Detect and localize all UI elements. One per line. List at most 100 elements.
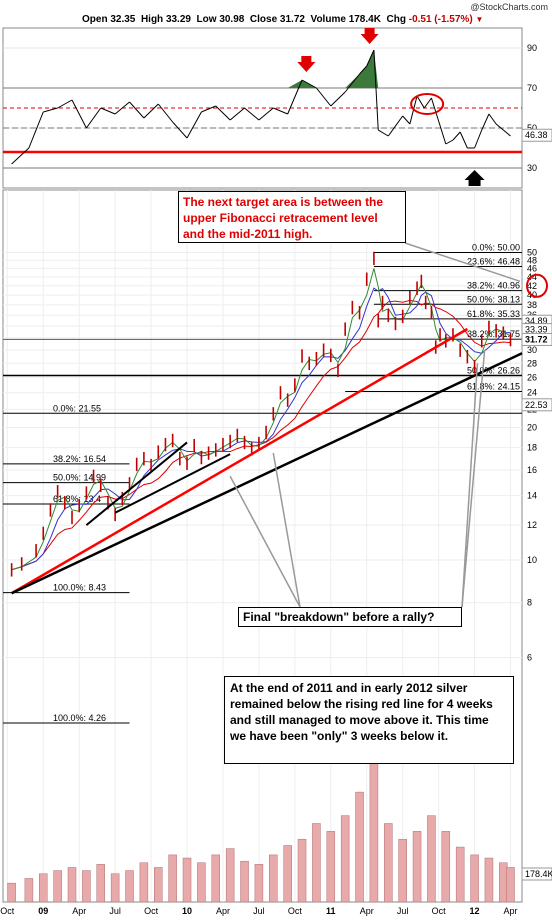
rsi-line-segment [474,129,483,149]
volume-bar [340,815,350,903]
volume-bar [499,862,508,903]
price-tick-label: 8 [527,598,532,608]
volume-bar [53,870,62,903]
x-tick-label: 11 [326,906,336,916]
rsi-line-segment [373,49,379,131]
volume-bar [283,845,292,903]
short-black-trendline [85,441,188,526]
fib-label-2010: 38.2%: 16.54 [53,454,106,464]
annotation-pointer [272,452,301,608]
fib-label-2010: 100.0%: 4.26 [53,713,106,723]
volume-bar [355,791,364,903]
rsi-line-segment [273,107,288,115]
x-tick-label: 12 [470,906,480,916]
rising-black-trendline [11,352,523,595]
short-black-trendline [114,453,231,514]
volume-bar [484,857,494,903]
volume-bar [7,882,16,903]
volume-panel: 178.4K [7,744,552,903]
price-tick-label: 30 [527,345,537,355]
volume-bar [384,823,393,903]
rsi-line-segment [215,105,231,121]
annotation-pointer [461,350,486,608]
rsi-tick-label: 50 [527,123,537,133]
price-last-value-box [521,398,552,412]
rsi-line-segment [387,115,404,137]
volume-bar [67,867,77,903]
annotation-target-area: The next target area is between the uppe… [178,191,406,243]
price-last-value: 22.53 [525,400,548,410]
x-tick-label: Apr [216,906,230,916]
high-label: High [140,14,164,25]
price-tick-label: 18 [527,443,537,453]
annotation-pointer [461,363,479,608]
volume-bar [154,867,163,903]
x-tick-label: Apr [360,906,374,916]
volume-bar [125,870,134,903]
open-value: 32.35 [110,14,136,25]
price-last-value: 33.39 [525,325,548,335]
close-label: Close [249,14,278,25]
rsi-line-segment [301,79,317,89]
rising-red-trendline [10,327,468,595]
rsi-line-segment [114,101,130,115]
volume-bar [197,862,206,903]
price-tick-label: 10 [527,555,537,565]
volume-bar [225,848,235,903]
x-tick-label: Jul [109,906,121,916]
rsi-line-segment [488,113,497,125]
fib-label-2011: 61.8%: 35.33 [467,309,520,319]
low-label: Low [196,14,217,25]
annotation-final-breakdown: Final "breakdown" before a rally? [238,607,462,627]
low-value: 30.98 [219,14,245,25]
fib-label-2011: 38.2%: 31.75 [467,329,520,339]
rsi-line-segment [416,95,425,109]
volume-bar [369,744,379,903]
rsi-line-segment [366,49,375,67]
volume-bar [254,864,264,903]
price-tick-label: 14 [527,491,537,501]
x-tick-label: Oct [432,906,447,916]
rsi-line-segment [287,79,303,115]
volume-label: Volume [310,14,346,25]
price-tick-label: 38 [527,300,537,310]
volume-bar [412,831,422,903]
volume-bar [506,867,515,903]
rsi-line-segment [330,91,346,107]
rsi-line-segment [244,107,260,121]
target-price-circle [526,273,548,298]
rsi-tick-label: 70 [527,83,537,93]
rsi-line-segment [129,101,145,119]
ma-mid-line [11,287,511,571]
volume-bar [168,854,177,903]
annotation-pointer [229,475,301,608]
fib-label-2010: 100.0%: 8.43 [53,583,106,593]
chg-label: Chg [386,14,406,25]
volume-bar [182,857,192,903]
price-tick-label: 42 [527,281,537,291]
rsi-line-segment [201,105,216,113]
price-tick-label: 6 [527,653,532,663]
volume-bar [96,864,106,903]
volume-bar [427,815,436,903]
rsi-line-segment [459,131,468,149]
volume-bar [269,854,278,903]
rsi-line-segment [502,129,511,137]
price-tick-label: 26 [527,372,537,382]
x-tick-label: Jul [397,906,409,916]
chg-value: -0.51 (-1.57%) [408,14,473,25]
rsi-line-segment [495,123,504,131]
fib-label-2010: 50.0%: 14.99 [53,473,106,483]
price-tick-label: 16 [527,465,537,475]
price-tick-label: 12 [527,520,537,530]
x-tick-label: 10 [182,906,192,916]
fib-label-2010: 61.8%: 13.4 [53,494,101,504]
high-value: 33.29 [165,14,191,25]
x-axis: Oct 09 Apr Jul Oct 10 Apr Jul Oct 11 Apr Jul Oct 12 Ap… [0,906,517,916]
rsi-line-segment [423,97,432,109]
price-last-value: 34.89 [525,316,548,326]
rsi-last-value: 46.38 [525,130,548,140]
volume-bar [297,838,307,903]
volume-bar [326,831,336,903]
main-frame [2,189,523,903]
